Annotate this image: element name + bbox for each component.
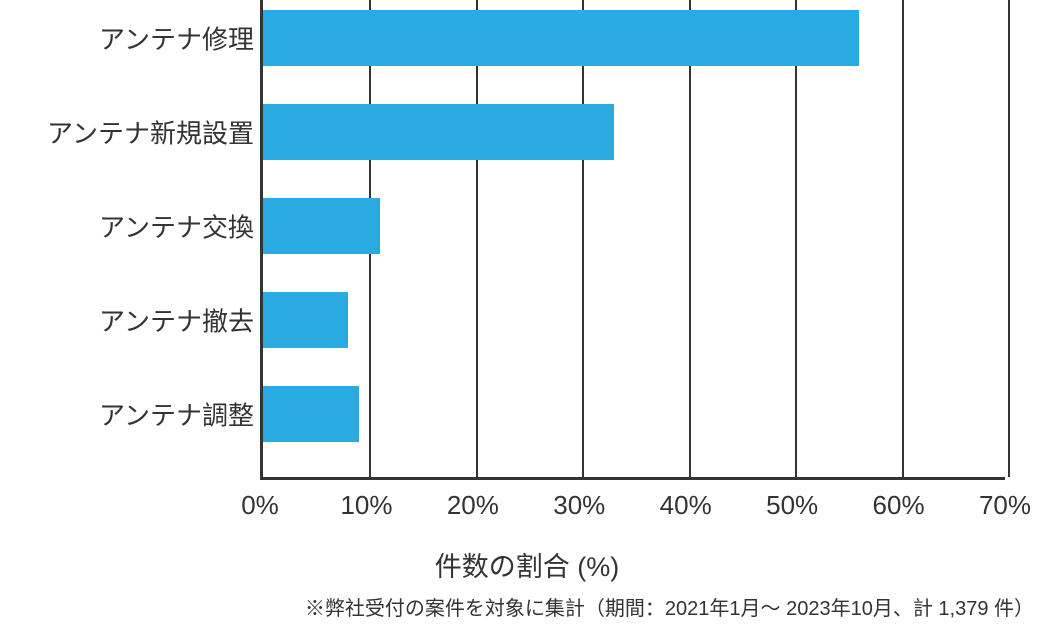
y-axis-label: アンテナ調整 (99, 396, 254, 433)
x-tick-label: 50% (766, 490, 818, 521)
y-axis-label: アンテナ新規設置 (47, 114, 254, 151)
gridline (902, 0, 904, 477)
gridline (795, 0, 797, 477)
gridline (476, 0, 478, 477)
gridline (1008, 0, 1010, 477)
bar (263, 386, 359, 442)
bar (263, 104, 614, 160)
chart-footnote: ※弊社受付の案件を対象に集計（期間：2021年1月～ 2023年10月、計 1,… (305, 592, 1034, 621)
x-tick-label: 10% (340, 490, 392, 521)
x-tick-label: 40% (660, 490, 712, 521)
x-tick-label: 0% (241, 490, 279, 521)
bar (263, 10, 859, 66)
gridline (582, 0, 584, 477)
chart-container: アンテナ修理 アンテナ新規設置 アンテナ交換 アンテナ撤去 アンテナ調整 0% … (0, 0, 1054, 629)
x-tick-label: 30% (553, 490, 605, 521)
y-axis-label: アンテナ修理 (99, 20, 254, 57)
y-axis-label: アンテナ交換 (99, 208, 254, 245)
x-axis-title: 件数の割合 (%) (0, 545, 1054, 584)
gridline (689, 0, 691, 477)
y-axis-label: アンテナ撤去 (99, 302, 254, 339)
x-tick-label: 60% (873, 490, 925, 521)
bar (263, 198, 380, 254)
x-tick-label: 70% (979, 490, 1031, 521)
x-tick-label: 20% (447, 490, 499, 521)
plot-area (260, 0, 1005, 480)
bar (263, 292, 348, 348)
